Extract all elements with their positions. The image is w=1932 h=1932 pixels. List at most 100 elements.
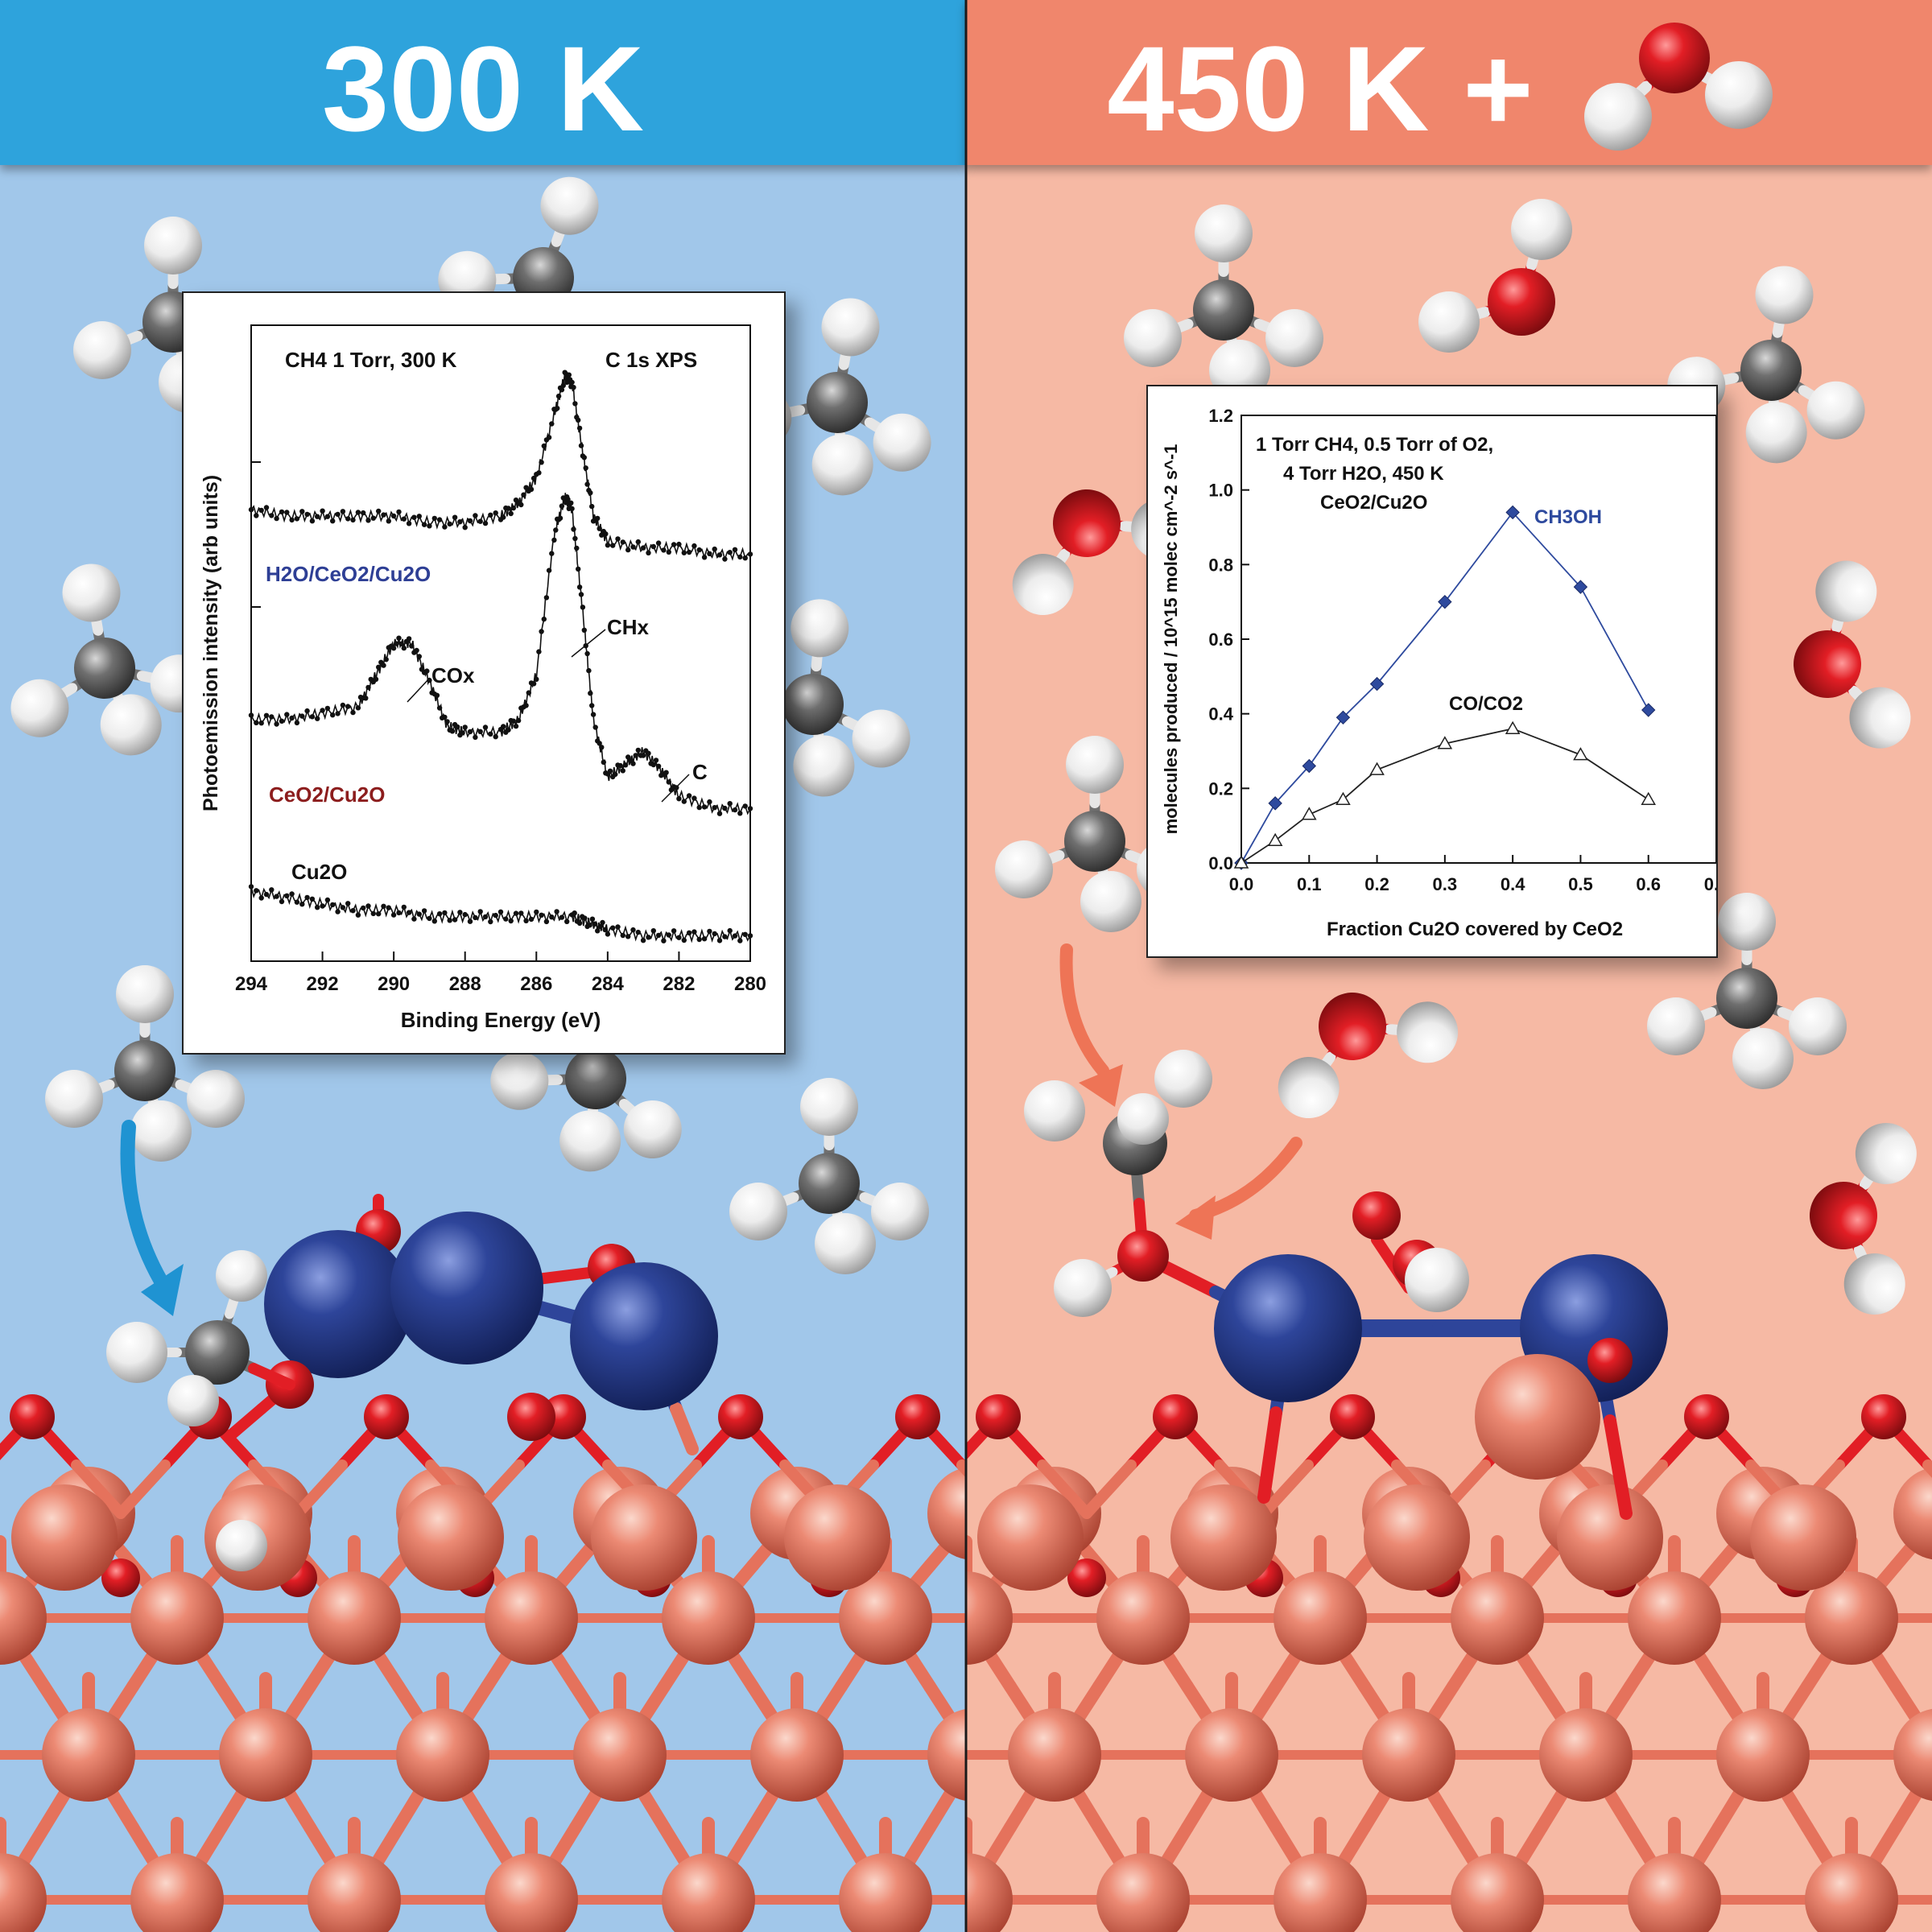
xps-data-point [539, 460, 544, 465]
prod-ticks: 0.0 0.1 0.2 0.3 0.4 0.5 0.6 0.7 0.0 0.2 0.4 0.6 0.8 1… [1208, 406, 1716, 894]
xps-data-point [442, 910, 448, 916]
xps-data-point [447, 521, 452, 527]
xps-data-point [304, 894, 310, 901]
xps-data-point [299, 509, 305, 514]
xps-annotation-c: C [692, 760, 708, 784]
xps-data-point [572, 535, 578, 542]
h-atom [1195, 204, 1253, 262]
xps-x-tick-label: 284 [592, 973, 625, 995]
xps-data-point [580, 605, 586, 610]
xps-data-point [274, 721, 279, 727]
xps-data-point [335, 909, 341, 914]
xps-data-point [361, 905, 366, 911]
h-atom [187, 1070, 245, 1128]
xps-data-point [615, 536, 621, 542]
xps-data-point [274, 515, 279, 522]
o-atom [507, 1393, 555, 1441]
xps-data-point [345, 516, 351, 522]
prod-data-point [1267, 832, 1283, 846]
prod-data-point [1369, 676, 1385, 691]
xps-plot-frame [250, 324, 751, 962]
xps-data-point [289, 715, 295, 721]
xps-data-point [515, 717, 522, 724]
xps-data-point [569, 379, 575, 386]
xps-data-point [589, 503, 595, 510]
o-atom [1684, 1394, 1729, 1439]
c-o-bond [248, 1363, 295, 1390]
xps-chart: CH4 1 Torr, 300 K C 1s XPS Binding Energ… [200, 324, 766, 1032]
h-atom [1080, 871, 1141, 932]
xps-data-point [501, 514, 506, 520]
right-header-title: 450 K + [1107, 21, 1534, 156]
h-atom [490, 1051, 549, 1110]
cu-atom [130, 1571, 224, 1665]
xps-data-point [383, 657, 389, 663]
xps-data-point [549, 421, 555, 427]
xps-data-point [431, 919, 437, 924]
xps-data-point [539, 912, 544, 918]
o-atom [895, 1394, 940, 1439]
xps-data-point [518, 910, 524, 916]
xps-data-point [610, 543, 616, 548]
xps-data-point [557, 515, 564, 521]
xps-data-point [335, 711, 341, 716]
cu-atom [839, 1571, 932, 1665]
methane-molecule [1647, 893, 1847, 1089]
h-atom [1418, 291, 1480, 353]
xps-data-point [599, 745, 605, 750]
prod-note-line-1: 1 Torr CH4, 0.5 Torr of O2, [1256, 434, 1493, 456]
cu-atom [0, 1571, 47, 1665]
water-molecule [1794, 560, 1911, 749]
prod-x-tick-label: 0.1 [1297, 874, 1322, 894]
xps-x-tick-label: 290 [378, 973, 410, 995]
h-atom [1117, 1093, 1169, 1145]
xps-data-point [586, 667, 592, 674]
xps-data-point [365, 518, 371, 523]
xps-x-tick-label: 286 [520, 973, 552, 995]
xps-data-point [635, 929, 641, 935]
xps-data-point [572, 401, 578, 407]
xps-data-point [707, 551, 712, 556]
xps-data-point [365, 903, 371, 909]
cu-atom [485, 1853, 578, 1932]
xps-data-point [742, 931, 748, 937]
o-atom [976, 1394, 1021, 1439]
prod-x-tick-label: 0.0 [1229, 874, 1254, 894]
prod-data-point [1335, 710, 1351, 725]
xps-series-line [250, 493, 751, 816]
xps-data-point [473, 734, 478, 741]
o-atom [1319, 993, 1386, 1060]
xps-data-point [409, 643, 415, 649]
xps-data-point [427, 523, 432, 529]
xps-data-point [493, 734, 498, 740]
xps-data-point [646, 750, 651, 756]
xps-data-point [434, 692, 440, 698]
xps-data-point [381, 512, 386, 518]
prod-data-point [1438, 594, 1452, 609]
o-atom [1330, 1394, 1375, 1439]
adsorption-arrowhead-left [141, 1264, 184, 1316]
cu-atom [308, 1571, 401, 1665]
o-atom [1861, 1394, 1906, 1439]
adsorption-arrow-right-1 [1059, 943, 1109, 1077]
xps-data-point [583, 465, 588, 471]
h-atom [106, 1322, 167, 1383]
xps-data-point [650, 762, 656, 768]
xps-data-point [603, 531, 609, 537]
xps-data-point [655, 763, 662, 769]
xps-series-line [250, 372, 751, 562]
xps-data-point [315, 514, 320, 519]
xps-data-point [309, 518, 316, 524]
o-atom [1488, 268, 1555, 336]
cu-atom [1539, 1708, 1633, 1802]
xps-data-point [590, 712, 597, 717]
o-atom [1067, 1558, 1106, 1597]
prod-data-point [1302, 758, 1316, 774]
xps-data-point [613, 771, 618, 778]
xps-data-point [543, 595, 550, 601]
xps-data-point [431, 515, 437, 522]
xps-data-point [294, 899, 300, 905]
h-atom [1405, 1248, 1469, 1312]
cu-atom [591, 1484, 697, 1591]
xps-data-point [635, 747, 641, 753]
